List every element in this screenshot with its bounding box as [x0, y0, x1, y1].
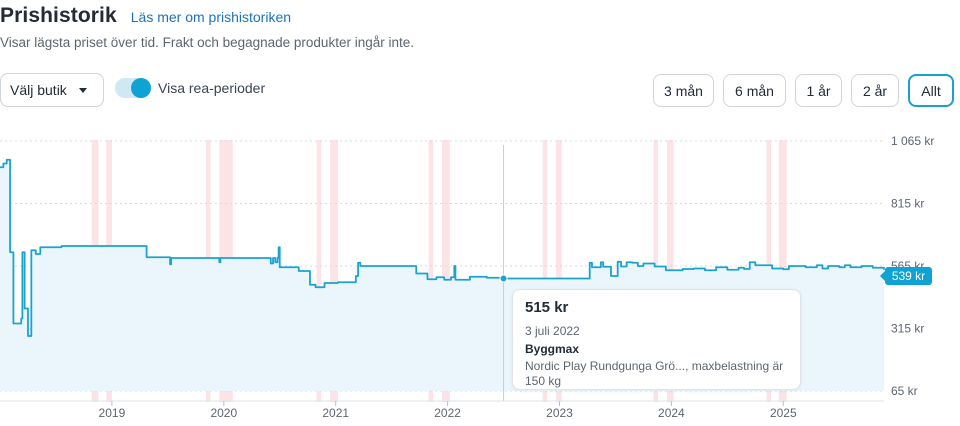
store-select-label: Välj butik [10, 82, 67, 98]
range-3-months-button[interactable]: 3 mån [653, 74, 714, 107]
range-1-year-button[interactable]: 1 år [795, 74, 842, 107]
sale-period-band [542, 140, 548, 402]
tooltip-price: 515 kr [525, 299, 569, 316]
range-2-years-button[interactable]: 2 år [851, 74, 899, 107]
range-6-months-button[interactable]: 6 mån [723, 74, 786, 107]
sale-period-band [316, 140, 322, 402]
current-price-tag: 539 kr [880, 267, 932, 285]
caret-down-icon [78, 87, 87, 93]
x-tick-label: 2021 [322, 406, 349, 420]
y-tick-label: 315 kr [891, 322, 924, 336]
page-subtitle: Visar lägsta priset över tid. Frakt och … [0, 35, 414, 50]
y-tick-label: 65 kr [891, 384, 918, 398]
y-tick-label: 1 065 kr [891, 134, 934, 148]
sale-period-band [556, 140, 562, 402]
x-tick-label: 2020 [210, 406, 237, 420]
range-all-button[interactable]: Allt [908, 74, 954, 107]
sale-periods-label: Visa rea-perioder [158, 80, 266, 96]
tooltip-date: 3 juli 2022 [525, 324, 580, 338]
learn-more-link[interactable]: Läs mer om prishistoriken [130, 9, 292, 25]
x-tick-label: 2023 [546, 406, 573, 420]
page-title: Prishistorik [0, 4, 117, 27]
sale-period-band [428, 140, 434, 402]
sale-period-band [442, 140, 450, 402]
y-tick-label: 815 kr [891, 197, 924, 211]
x-tick-label: 2025 [770, 406, 797, 420]
hover-point [499, 274, 508, 283]
tooltip-product: Nordic Play Rundgunga Grö..., maxbelastn… [525, 359, 784, 388]
price-line [0, 158, 885, 337]
toggle-knob [131, 78, 151, 98]
header: Prishistorik Läs mer om prishistoriken [0, 4, 291, 28]
sale-periods-toggle-group: Visa rea-perioder [115, 78, 265, 98]
tooltip-store: Byggmax [525, 342, 580, 356]
sale-periods-toggle[interactable] [115, 78, 151, 98]
store-select[interactable]: Välj butik [0, 73, 104, 107]
sale-period-band [330, 140, 338, 402]
x-tick-label: 2022 [434, 406, 461, 420]
x-tick-label: 2024 [658, 406, 685, 420]
x-tick-label: 2019 [99, 406, 126, 420]
price-tooltip: 515 kr 3 juli 2022 Byggmax Nordic Play R… [512, 289, 801, 390]
